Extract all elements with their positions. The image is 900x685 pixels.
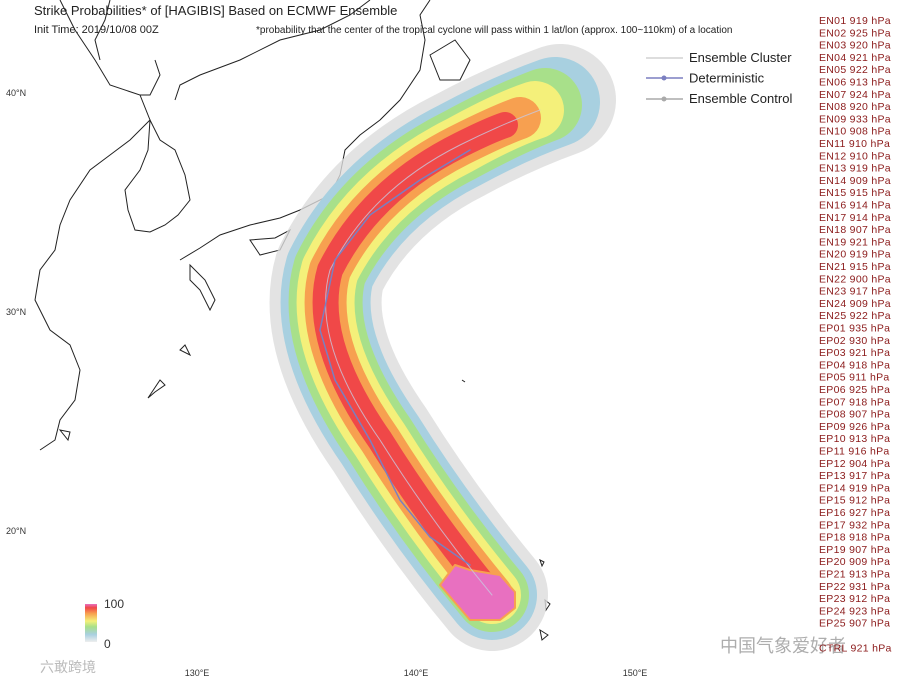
member-label: EN18 907 hPa (819, 224, 891, 236)
colorbar-min: 0 (104, 637, 111, 651)
footnote: *probability that the center of the trop… (256, 25, 732, 36)
legend-entry: Deterministic (689, 71, 765, 86)
legend-entry: Ensemble Cluster (689, 50, 792, 65)
member-label: EP11 916 hPa (819, 446, 890, 458)
member-label: EP13 917 hPa (819, 470, 890, 482)
member-label: EP07 918 hPa (819, 396, 890, 408)
lon-label: 140°E (404, 668, 429, 678)
member-label: EP21 913 hPa (819, 569, 890, 581)
member-label: EN06 913 hPa (819, 77, 891, 89)
member-label: EN11 910 hPa (819, 138, 890, 150)
member-label: EN23 917 hPa (819, 286, 891, 298)
member-label: EP04 918 hPa (819, 359, 890, 371)
member-label: EN17 914 hPa (819, 212, 891, 224)
member-label: EN04 921 hPa (819, 52, 891, 64)
member-label: EP05 911 hPa (819, 372, 890, 384)
member-label: CTRL 921 hPa (819, 642, 892, 654)
member-label: EP12 904 hPa (819, 458, 890, 470)
legend-entry: Ensemble Control (689, 91, 792, 106)
member-label: EP08 907 hPa (819, 409, 890, 421)
member-label: EN08 920 hPa (819, 101, 891, 113)
member-label: EP18 918 hPa (819, 532, 890, 544)
member-label: EN25 922 hPa (819, 310, 891, 322)
member-label: EN21 915 hPa (819, 261, 891, 273)
member-label: EN05 922 hPa (819, 64, 891, 76)
lon-label: 130°E (185, 668, 210, 678)
lat-label: 20°N (6, 526, 26, 536)
colorbar (85, 604, 97, 642)
member-label: EP03 921 hPa (819, 347, 890, 359)
member-label: EN09 933 hPa (819, 113, 891, 125)
member-label: EP20 909 hPa (819, 556, 890, 568)
lon-label: 150°E (623, 668, 648, 678)
member-label: EP17 932 hPa (819, 519, 890, 531)
member-label: EP09 926 hPa (819, 421, 890, 433)
title: Strike Probabilities* of [HAGIBIS] Based… (34, 3, 397, 18)
lat-label: 30°N (6, 307, 26, 317)
member-label: EP19 907 hPa (819, 544, 890, 556)
member-label: EN15 915 hPa (819, 187, 891, 199)
member-label: EP24 923 hPa (819, 605, 890, 617)
watermark: 六敢跨境 (40, 659, 96, 675)
member-label: EN24 909 hPa (819, 298, 891, 310)
member-label: EP16 927 hPa (819, 507, 890, 519)
colorbar-max: 100 (104, 597, 124, 611)
member-label: EN10 908 hPa (819, 126, 891, 138)
watermark: 中国气象爱好者 (720, 636, 846, 656)
init-time: Init Time: 2019/10/08 00Z (34, 24, 159, 36)
lat-label: 40°N (6, 88, 26, 98)
member-label: EP15 912 hPa (819, 495, 890, 507)
member-label: EN20 919 hPa (819, 249, 891, 261)
member-label: EN19 921 hPa (819, 236, 891, 248)
legend-symbols (646, 57, 683, 102)
member-label: EP01 935 hPa (819, 323, 890, 335)
member-label: EP14 919 hPa (819, 482, 890, 494)
probability-band (269, 44, 616, 651)
member-label: EN02 925 hPa (819, 27, 891, 39)
member-label: EN03 920 hPa (819, 40, 891, 52)
member-label: EP10 913 hPa (819, 433, 890, 445)
member-label: EP25 907 hPa (819, 618, 890, 630)
member-label: EP06 925 hPa (819, 384, 890, 396)
member-label: EN07 924 hPa (819, 89, 891, 101)
member-label: EN14 909 hPa (819, 175, 891, 187)
member-label: EN22 900 hPa (819, 273, 891, 285)
member-label: EN16 914 hPa (819, 200, 891, 212)
member-label: EN12 910 hPa (819, 150, 891, 162)
member-label: EP23 912 hPa (819, 593, 890, 605)
member-label: EN13 919 hPa (819, 163, 891, 175)
member-label: EP02 930 hPa (819, 335, 890, 347)
member-label: EP22 931 hPa (819, 581, 890, 593)
member-label: EN01 919 hPa (819, 15, 891, 27)
